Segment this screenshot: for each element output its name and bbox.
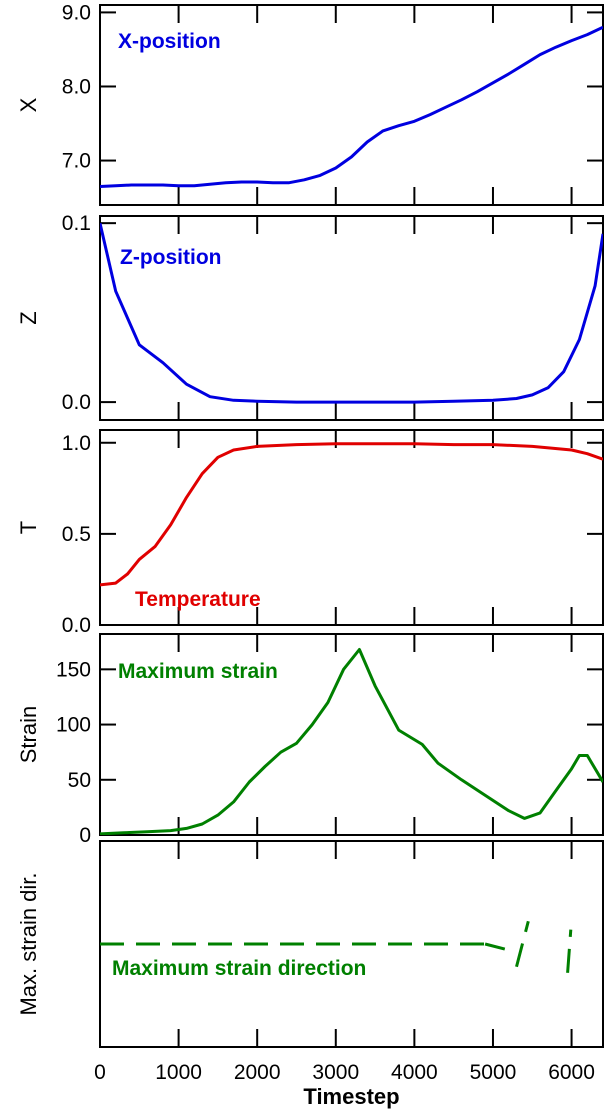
panel-4: 0 50 100 150 Strain Maximum strain [16, 633, 604, 847]
shared-x-axis: 0 1000 2000 3000 4000 5000 6000 [94, 1061, 595, 1084]
x-tick-label: 5000 [470, 1061, 517, 1084]
y-axis-label: X [16, 97, 41, 112]
y-tick-label: 0.5 [62, 523, 91, 546]
panel-5: Max. strain dir. Maximum strain direction [16, 840, 604, 1048]
y-tick-label: 7.0 [62, 150, 91, 173]
x-axis-label: Timestep [303, 1084, 399, 1109]
series-line [100, 648, 603, 835]
y-tick-label: 1.0 [62, 432, 91, 455]
y-tick-label: 0.1 [62, 212, 91, 235]
y-tick-label: 150 [56, 658, 91, 681]
y-axis-label: Strain [16, 706, 41, 763]
panel-frame [99, 215, 604, 421]
panel-frame [99, 429, 604, 626]
series-line [566, 929, 573, 973]
y-tick-label: 0.0 [62, 614, 91, 637]
series-line [484, 942, 506, 951]
panel-3: 0.0 0.5 1.0 T Temperature [16, 429, 604, 637]
chart-panels: 7.08.09.0XX-position0.00.1ZZ-position0.0… [16, 1, 604, 1048]
panel-1: 7.0 8.0 9.0 X X-position [16, 1, 604, 206]
x-tick-label: 2000 [234, 1061, 281, 1084]
x-tick-label: 0 [94, 1061, 106, 1084]
x-tick-label: 6000 [548, 1061, 595, 1084]
series-annotation: X-position [118, 30, 221, 53]
panel-frame [99, 4, 604, 206]
x-tick-label: 4000 [391, 1061, 438, 1084]
y-tick-label: 0 [79, 824, 91, 847]
x-tick-label: 3000 [312, 1061, 359, 1084]
y-axis-label: Z [16, 311, 41, 324]
y-tick-label: 50 [68, 769, 91, 792]
series-line [100, 442, 603, 587]
y-axis-label: Max. strain dir. [16, 872, 41, 1015]
series-annotation: Maximum strain [118, 660, 278, 683]
x-tick-label: 1000 [155, 1061, 202, 1084]
y-tick-label: 100 [56, 714, 91, 737]
y-tick-label: 9.0 [62, 1, 91, 24]
panel-2: 0.0 0.1 Z Z-position [16, 212, 604, 421]
series-line [515, 920, 530, 968]
series-annotation: Maximum strain direction [112, 957, 366, 980]
y-axis-label: T [16, 521, 41, 534]
panel-frame [99, 633, 604, 836]
y-tick-label: 0.0 [62, 391, 91, 414]
y-tick-label: 8.0 [62, 75, 91, 98]
series-annotation: Temperature [135, 588, 261, 611]
series-line [100, 222, 603, 404]
series-line [100, 25, 603, 188]
series-annotation: Z-position [120, 246, 221, 269]
